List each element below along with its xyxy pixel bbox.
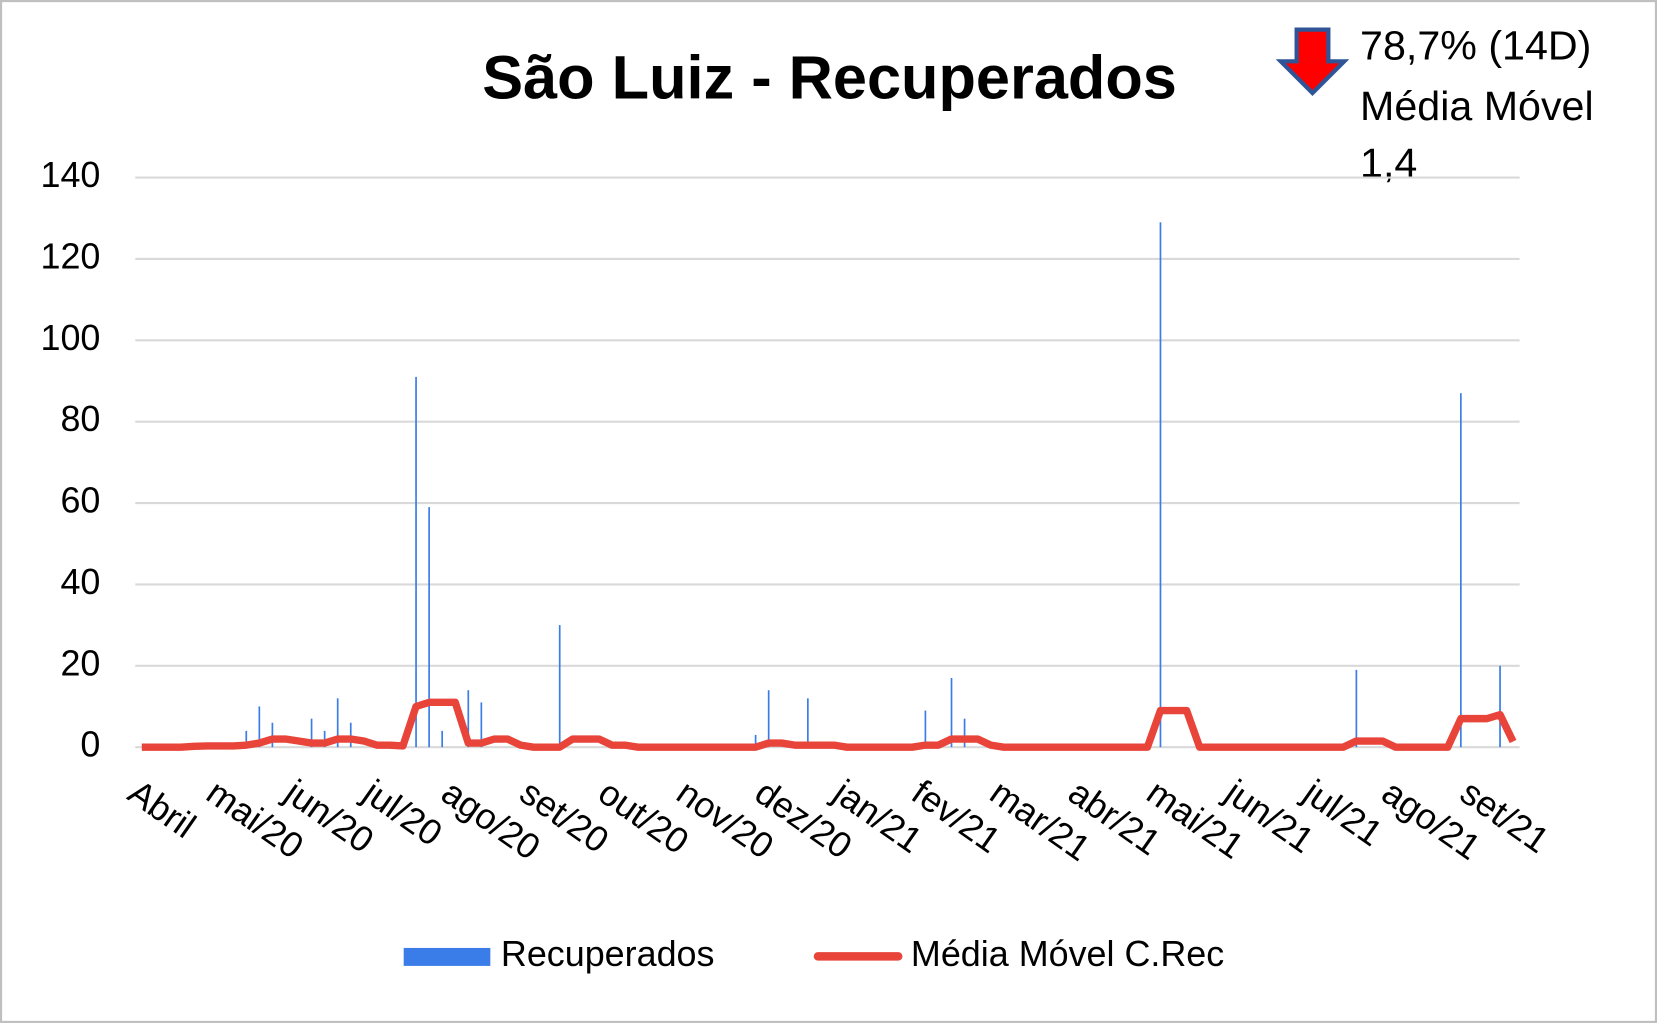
legend-label: Média Móvel C.Rec: [911, 933, 1224, 974]
annotation: 1,4: [1360, 140, 1417, 186]
y-tick-label: 80: [60, 398, 100, 439]
plot-area: [141, 222, 1517, 751]
legend: Recuperados Média Móvel C.Rec: [403, 933, 1224, 974]
y-tick-label: 60: [60, 480, 100, 521]
bar: [441, 730, 444, 748]
bar: [480, 702, 483, 748]
down-arrow: [1275, 27, 1350, 97]
line: [141, 698, 1517, 751]
bar: [1460, 393, 1462, 748]
y-tick-label: 140: [40, 154, 100, 195]
bar: [467, 690, 470, 748]
bar: [924, 710, 927, 748]
bar: [428, 507, 430, 748]
bar: [558, 625, 561, 748]
bar: [310, 718, 313, 748]
y-tick-label: 120: [40, 235, 100, 276]
bar: [754, 734, 757, 748]
chart-title: São Luiz - Recuperados: [482, 44, 1177, 112]
bar: [323, 730, 326, 748]
bar: [336, 698, 339, 748]
annotation: 78,7% (14D): [1360, 23, 1591, 69]
bar: [1159, 222, 1162, 748]
bar: [807, 698, 809, 748]
y-tick-label: 100: [40, 317, 100, 358]
y-tick-label: 0: [80, 724, 100, 765]
bar: [950, 677, 953, 748]
annotation: Média Móvel: [1360, 83, 1594, 129]
bar: [963, 718, 966, 748]
y-tick-label: 40: [60, 561, 100, 602]
y-tick-label: 20: [60, 642, 100, 683]
bar: [767, 690, 770, 748]
bar: [258, 706, 261, 748]
legend-swatch: [403, 947, 491, 966]
bar: [245, 730, 248, 748]
legend-label: Recuperados: [501, 933, 715, 974]
bar: [1355, 669, 1358, 748]
bar: [349, 722, 352, 748]
bar: [415, 376, 417, 748]
bar: [271, 722, 274, 748]
bar: [1499, 665, 1501, 748]
